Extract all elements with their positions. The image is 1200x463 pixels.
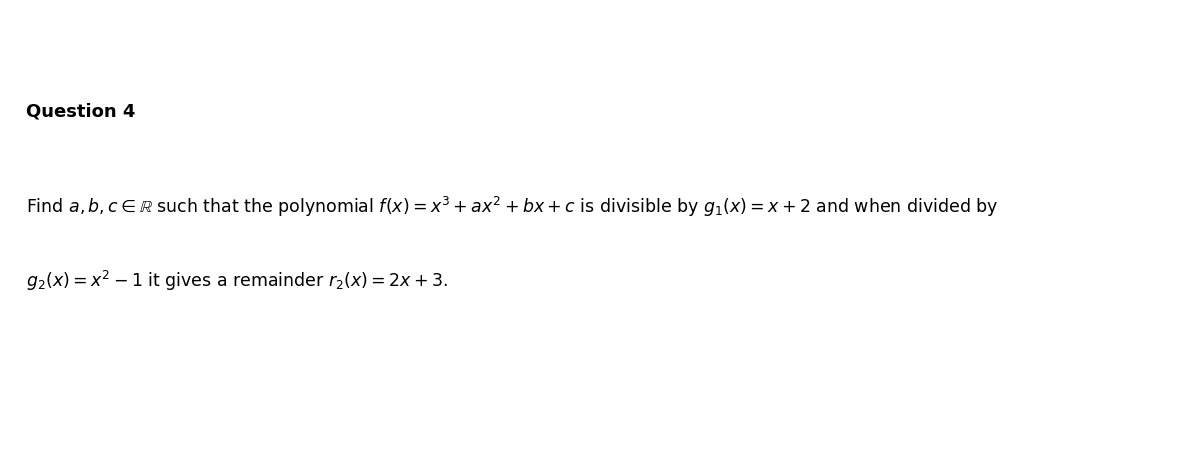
Text: $g_2(x) = x^2 - 1$ it gives a remainder $r_2(x) = 2x + 3$.: $g_2(x) = x^2 - 1$ it gives a remainder … <box>26 269 449 293</box>
Text: Find $a, b, c \in \mathbb{R}$ such that the polynomial $f(x) = x^3 + ax^2 + bx +: Find $a, b, c \in \mathbb{R}$ such that … <box>26 194 998 219</box>
Text: Question 4: Question 4 <box>26 102 136 120</box>
